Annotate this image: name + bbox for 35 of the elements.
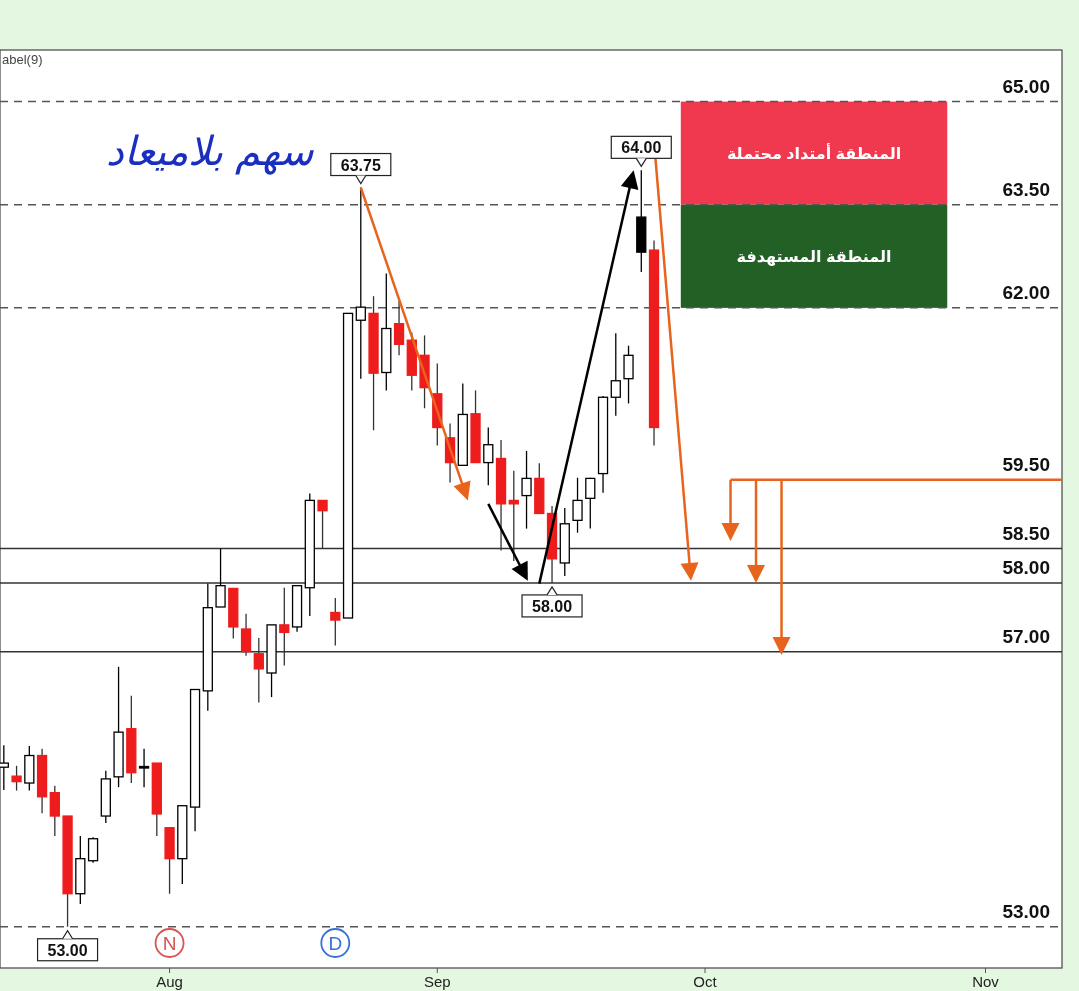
- annotation: 58.00: [532, 597, 573, 615]
- ref-line-label: 59.50: [1002, 453, 1050, 475]
- candlestick: [87, 836, 99, 864]
- ref-line-label: 58.50: [1002, 522, 1050, 544]
- x-tick-label: Oct: [693, 973, 718, 990]
- ref-line-label: 62.00: [1002, 281, 1050, 303]
- x-tick-label: Nov: [972, 973, 1000, 990]
- ref-line-label: 65.00: [1002, 75, 1050, 97]
- candlestick: [623, 345, 634, 405]
- annotation: abel(9): [2, 52, 43, 67]
- annotation: 53.00: [47, 941, 88, 959]
- annotation: 64.00: [621, 139, 662, 157]
- candlestick: [572, 477, 583, 534]
- annotation: N: [162, 933, 177, 954]
- candlestick: [585, 477, 596, 530]
- candlestick: [610, 332, 621, 417]
- candlestick: [483, 426, 494, 486]
- x-tick-label: Sep: [423, 973, 451, 990]
- annotation: سهم بلاميعاد: [105, 128, 315, 175]
- band-label: المنطقة المستهدفة: [736, 248, 892, 267]
- candlestick: [330, 597, 341, 647]
- ref-line-label: 63.50: [1002, 178, 1050, 200]
- candlestick: [393, 299, 405, 356]
- annotation: D: [328, 933, 343, 954]
- ref-line-label: 53.00: [1002, 900, 1050, 922]
- x-tick-label: Aug: [156, 973, 183, 990]
- candlestick: [521, 450, 532, 530]
- candlestick: [138, 747, 150, 788]
- ref-line-label: 58.00: [1002, 556, 1050, 578]
- candlestick: [215, 547, 226, 608]
- annotation: 63.75: [340, 156, 381, 174]
- ref-line-label: 57.00: [1002, 625, 1050, 647]
- candlestick: [11, 765, 22, 792]
- band-label: المنطقة أمتداد محتملة: [726, 143, 902, 163]
- candlestick: [49, 785, 60, 837]
